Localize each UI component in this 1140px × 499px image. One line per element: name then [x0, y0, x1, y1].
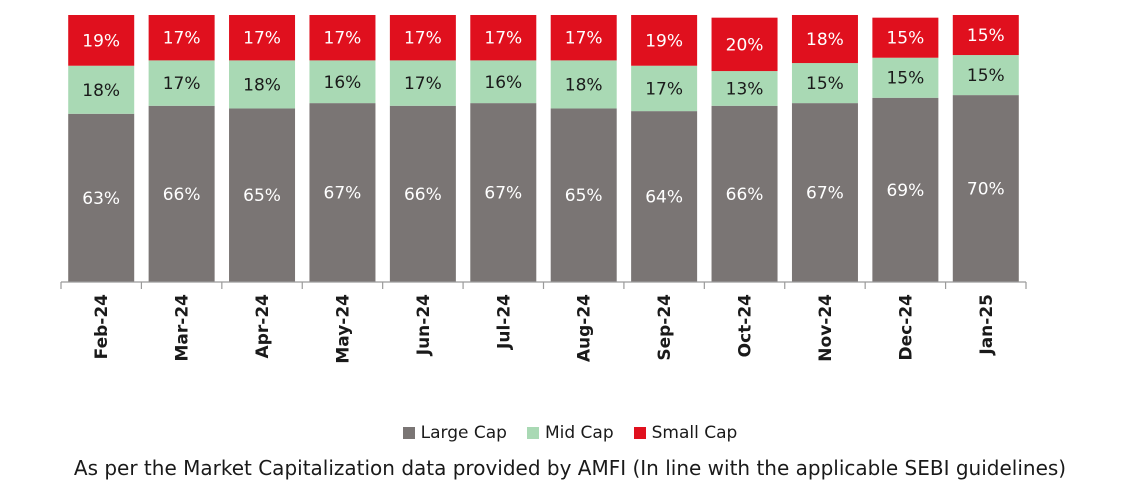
bar-mid-cap-jul-24: [470, 60, 537, 104]
data-label-small-cap-jul-24: 17%: [484, 29, 522, 49]
x-tick-label-jul-24: Jul-24: [494, 294, 514, 350]
x-tick-label-aug-24: Aug-24: [575, 294, 595, 362]
data-label-mid-cap-oct-24: 13%: [726, 79, 764, 99]
bar-large-cap-jul-24: [470, 103, 537, 282]
data-label-large-cap-aug-24: 65%: [565, 186, 603, 206]
legend-swatch-small-cap: [633, 427, 646, 439]
data-label-mid-cap-feb-24: 18%: [82, 81, 120, 101]
legend-swatch-mid-cap: [526, 427, 539, 439]
bar-large-cap-aug-24: [550, 108, 617, 282]
bar-small-cap-sep-24: [631, 15, 698, 66]
bar-small-cap-may-24: [309, 15, 376, 61]
data-label-mid-cap-may-24: 16%: [324, 73, 362, 93]
bar-mid-cap-apr-24: [229, 60, 296, 109]
data-label-small-cap-jan-25: 15%: [967, 26, 1005, 46]
bar-mid-cap-may-24: [309, 60, 376, 104]
data-label-mid-cap-jul-24: 16%: [484, 73, 522, 93]
legend-label-mid-cap: Mid Cap: [544, 423, 614, 443]
bar-large-cap-may-24: [309, 103, 376, 282]
bar-large-cap-oct-24: [711, 105, 778, 282]
legend: Large Cap Mid Cap Small Cap: [0, 420, 1140, 446]
data-label-small-cap-sep-24: 19%: [645, 31, 683, 51]
bar-large-cap-apr-24: [229, 108, 296, 282]
bar-large-cap-mar-24: [148, 105, 215, 282]
data-label-large-cap-jul-24: 67%: [484, 184, 522, 204]
data-label-large-cap-jun-24: 66%: [404, 185, 442, 205]
bar-mid-cap-sep-24: [631, 65, 698, 112]
bar-small-cap-nov-24: [791, 15, 858, 64]
bar-mid-cap-oct-24: [711, 71, 778, 106]
bar-small-cap-aug-24: [550, 15, 617, 61]
data-label-large-cap-dec-24: 69%: [886, 181, 924, 201]
data-label-large-cap-feb-24: 63%: [82, 189, 120, 209]
bar-mid-cap-dec-24: [872, 57, 939, 98]
bar-small-cap-feb-24: [68, 15, 135, 66]
x-tick-label-nov-24: Nov-24: [816, 294, 836, 362]
data-label-large-cap-sep-24: 64%: [645, 188, 683, 208]
data-label-small-cap-apr-24: 17%: [243, 29, 281, 49]
x-tick-label-feb-24: Feb-24: [92, 294, 112, 360]
bar-large-cap-nov-24: [791, 103, 858, 282]
data-label-large-cap-apr-24: 65%: [243, 186, 281, 206]
bar-mid-cap-aug-24: [550, 60, 617, 109]
data-label-large-cap-nov-24: 67%: [806, 184, 844, 204]
bar-mid-cap-jun-24: [389, 60, 456, 106]
x-tick-label-oct-24: Oct-24: [736, 294, 756, 358]
bar-mid-cap-jan-25: [952, 55, 1019, 96]
bar-small-cap-mar-24: [148, 15, 215, 61]
data-label-mid-cap-jun-24: 17%: [404, 74, 442, 94]
bar-mid-cap-feb-24: [68, 65, 135, 114]
x-tick-label-mar-24: Mar-24: [173, 294, 193, 362]
x-tick-label-dec-24: Dec-24: [896, 294, 916, 361]
data-label-large-cap-oct-24: 66%: [726, 185, 764, 205]
data-label-small-cap-feb-24: 19%: [82, 31, 120, 51]
data-label-small-cap-aug-24: 17%: [565, 29, 603, 49]
bar-mid-cap-mar-24: [148, 60, 215, 106]
x-tick-label-jan-25: Jan-25: [977, 294, 997, 356]
data-label-small-cap-dec-24: 15%: [886, 29, 924, 49]
bar-small-cap-jul-24: [470, 15, 537, 61]
legend-item-small-cap: Small Cap: [633, 423, 738, 443]
bar-small-cap-jun-24: [389, 15, 456, 61]
data-label-large-cap-mar-24: 66%: [163, 185, 201, 205]
legend-label-small-cap: Small Cap: [651, 423, 738, 443]
bar-large-cap-sep-24: [631, 111, 698, 283]
data-label-mid-cap-aug-24: 18%: [565, 75, 603, 95]
data-label-small-cap-may-24: 17%: [324, 29, 362, 49]
bar-mid-cap-nov-24: [791, 63, 858, 104]
legend-item-large-cap: Large Cap: [402, 423, 507, 443]
x-tick-label-jun-24: Jun-24: [414, 294, 434, 356]
bar-small-cap-dec-24: [872, 17, 939, 58]
bar-large-cap-feb-24: [68, 113, 135, 282]
data-label-small-cap-oct-24: 20%: [726, 35, 764, 55]
bar-small-cap-apr-24: [229, 15, 296, 61]
footnote: As per the Market Capitalization data pr…: [73, 456, 1067, 480]
bar-large-cap-jan-25: [952, 95, 1019, 282]
legend-swatch-large-cap: [402, 427, 415, 439]
data-label-mid-cap-dec-24: 15%: [886, 69, 924, 89]
x-tick-label-may-24: May-24: [333, 294, 353, 364]
stacked-bar-chart: 63% 18% 19% 66% 17% 17% 65% 18% 17% 67% 16% 17% 66% 1…: [60, 15, 1027, 364]
data-label-mid-cap-sep-24: 17%: [645, 79, 683, 99]
bar-large-cap-jun-24: [389, 105, 456, 282]
bar-small-cap-jan-25: [952, 15, 1019, 56]
data-label-small-cap-nov-24: 18%: [806, 30, 844, 50]
bar-large-cap-dec-24: [872, 97, 939, 283]
data-label-small-cap-mar-24: 17%: [163, 29, 201, 49]
legend-label-large-cap: Large Cap: [420, 423, 507, 443]
x-tick-label-apr-24: Apr-24: [253, 294, 273, 359]
data-label-large-cap-may-24: 67%: [324, 184, 362, 204]
bar-small-cap-oct-24: [711, 17, 778, 72]
data-label-mid-cap-apr-24: 18%: [243, 75, 281, 95]
legend-item-mid-cap: Mid Cap: [526, 423, 614, 443]
data-label-mid-cap-jan-25: 15%: [967, 66, 1005, 86]
data-label-small-cap-jun-24: 17%: [404, 29, 442, 49]
data-label-mid-cap-mar-24: 17%: [163, 74, 201, 94]
data-label-mid-cap-nov-24: 15%: [806, 74, 844, 94]
x-tick-label-sep-24: Sep-24: [655, 294, 675, 361]
data-label-large-cap-jan-25: 70%: [967, 180, 1005, 200]
